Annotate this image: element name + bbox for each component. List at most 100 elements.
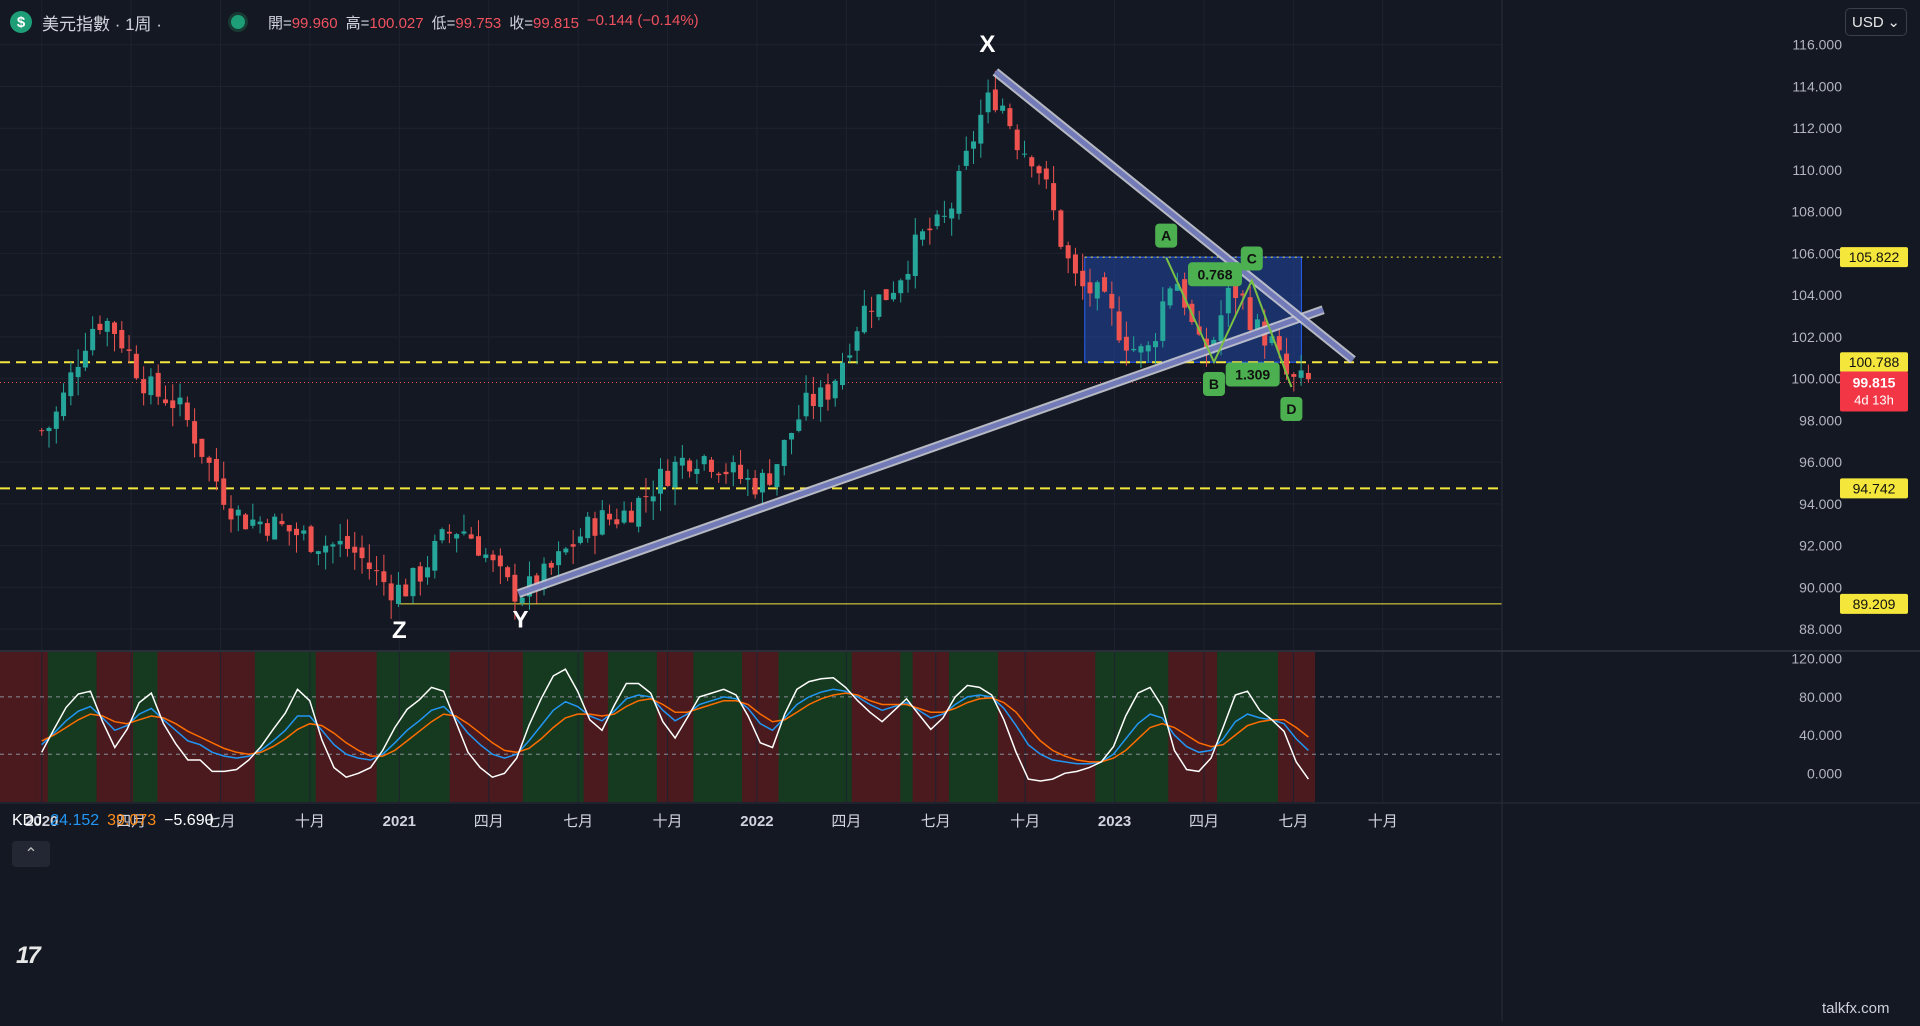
- candle-body: [1218, 315, 1224, 341]
- candle-body: [818, 387, 824, 407]
- kdj-band: [206, 652, 219, 802]
- candle-body: [1160, 301, 1166, 341]
- harmonic-point-d-badge: [1280, 397, 1303, 422]
- kdj-band: [632, 652, 646, 802]
- candle-body: [1014, 129, 1020, 151]
- candle-body: [621, 510, 627, 523]
- candle-body: [1247, 297, 1253, 331]
- candle-body: [461, 531, 467, 534]
- candle-body: [738, 464, 744, 480]
- kdj-band: [827, 652, 841, 802]
- kdj-band: [681, 652, 694, 802]
- price-label-badge: [1840, 247, 1908, 268]
- kdj-band: [778, 652, 792, 802]
- candle-body: [730, 462, 736, 473]
- candle-body: [1102, 277, 1108, 292]
- time-axis: 2020 四月 七月 十月 2021 四月 七月 十月 2022 四月 七月 十月 2023 四月 七月 十月: [25, 813, 1398, 830]
- candle-body: [1109, 293, 1115, 309]
- candle-body: [861, 305, 867, 333]
- kdj-band: [376, 652, 390, 802]
- candle-body: [39, 430, 45, 432]
- close-value: 99.815: [533, 14, 579, 32]
- candle-body: [745, 477, 751, 480]
- kdj-band: [193, 652, 207, 802]
- candle-body: [869, 310, 875, 312]
- wave-label-x: X: [979, 31, 995, 58]
- candle-body: [1167, 288, 1173, 306]
- candle-body: [1225, 287, 1231, 314]
- price-label-badge: [1840, 478, 1908, 499]
- candle-body: [308, 526, 314, 552]
- candle-body: [519, 597, 525, 604]
- candle-body: [956, 170, 962, 214]
- time-tick-label: 2021: [383, 813, 416, 830]
- candle-body: [366, 562, 372, 570]
- low-label: 低=: [431, 14, 456, 32]
- kdj-band: [474, 652, 487, 802]
- harmonic-point-d-text: D: [1286, 401, 1296, 417]
- candle-body: [657, 468, 663, 494]
- kdj-band: [863, 652, 877, 802]
- kdj-band: [449, 652, 463, 802]
- candle-body: [927, 228, 933, 231]
- kdj-band: [1046, 652, 1060, 802]
- candle-body: [1058, 210, 1064, 247]
- candle-body: [1007, 108, 1013, 127]
- kdj-band: [997, 652, 1011, 802]
- candle-body: [221, 478, 227, 505]
- candle-body: [1080, 270, 1086, 287]
- kdj-band: [656, 652, 670, 802]
- candle-body: [264, 523, 270, 536]
- kdj-tick-label: 40.000: [1799, 727, 1842, 743]
- collapse-pane-button[interactable]: ⌃: [12, 841, 50, 867]
- candle-body: [82, 350, 88, 368]
- candle-body: [898, 280, 904, 294]
- chevron-up-icon: ⌃: [24, 846, 38, 863]
- candle-body: [585, 516, 591, 539]
- kdj-band: [668, 652, 682, 802]
- price-label-text: 89.209: [1853, 596, 1896, 612]
- candle-body: [1174, 283, 1180, 291]
- candle-body: [250, 519, 256, 526]
- candle-body: [890, 292, 896, 300]
- kdj-band: [534, 652, 548, 802]
- kdj-band: [47, 652, 61, 802]
- candle-body: [963, 150, 969, 166]
- candle-body: [323, 545, 329, 553]
- kdj-band: [705, 652, 719, 802]
- candle-body: [155, 372, 161, 397]
- candle-body: [90, 328, 96, 351]
- kdj-band: [790, 652, 804, 802]
- candle-body: [330, 544, 336, 547]
- kdj-band: [1107, 652, 1121, 802]
- candle-body: [759, 472, 765, 493]
- candle-body: [781, 439, 787, 466]
- price-tick-label: 88.000: [1799, 621, 1842, 637]
- kdj-band: [84, 652, 98, 802]
- candle-body: [446, 531, 452, 534]
- countdown-text: 4d 13h: [1854, 393, 1894, 408]
- price-tick-label: 114.000: [1792, 78, 1842, 94]
- candle-body: [141, 379, 147, 394]
- candle-body: [1254, 319, 1260, 330]
- candle-body: [337, 540, 343, 545]
- price-label-badge: [1840, 593, 1908, 614]
- kdj-d-line: [41, 692, 1309, 763]
- candle-body: [796, 419, 802, 431]
- candle-body: [505, 567, 511, 578]
- candle-body: [410, 567, 416, 597]
- candle-body: [599, 510, 605, 535]
- candle-body: [68, 372, 74, 397]
- kdj-band: [1131, 652, 1145, 802]
- candle-body: [381, 571, 387, 583]
- price-tick-label: 116.000: [1792, 37, 1842, 53]
- price-tick-label: 112.000: [1792, 120, 1842, 136]
- currency-selector[interactable]: USD ⌄: [1845, 8, 1907, 36]
- candle-body: [992, 89, 998, 111]
- symbol-title[interactable]: 美元指數 · 1周 ·: [42, 14, 162, 34]
- last-price-text: 99.815: [1853, 375, 1896, 391]
- price-tick-label: 104.000: [1791, 287, 1842, 303]
- candle-body: [213, 458, 219, 482]
